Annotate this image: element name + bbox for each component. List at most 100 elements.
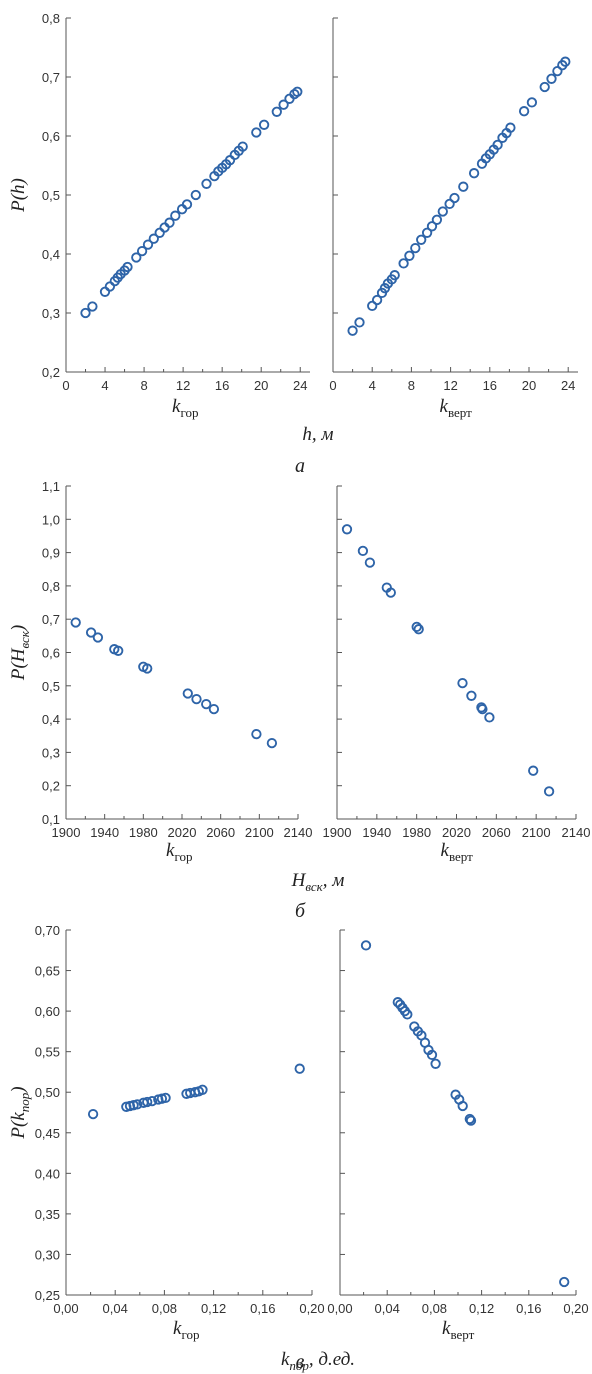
x-axis-label: kпор, д.ед.: [281, 1349, 355, 1373]
x-tick-label: 8: [408, 378, 415, 393]
data-point: [477, 703, 488, 715]
data-point: [528, 765, 539, 776]
x-tick-label: 1900: [323, 825, 352, 840]
x-subplot-label: kгор: [172, 396, 198, 420]
data-point: [410, 242, 421, 254]
data-point: [142, 663, 153, 674]
data-point: [201, 178, 212, 189]
data-point: [518, 106, 530, 117]
x-tick-label: 2100: [522, 825, 551, 840]
y-tick-label: 1,1: [42, 479, 60, 494]
y-tick-label: 0,50: [35, 1085, 60, 1100]
data-point: [148, 233, 159, 244]
data-point: [92, 632, 104, 643]
y-tick-label: 1,0: [42, 512, 60, 527]
x-tick-label: 0,20: [299, 1301, 324, 1316]
x-subplot-label-main: k: [166, 840, 175, 861]
data-point: [154, 227, 165, 238]
data-point: [426, 1049, 438, 1061]
panel-b: 0,1 0,2 0,3 0,4 0,5 0,6 0,7 0,8 0,9 1,0 1,1 1900 194…: [8, 479, 590, 922]
x-tick-label: 1980: [402, 825, 431, 840]
data-point: [70, 617, 81, 628]
y-axis-label-close: ): [8, 1086, 29, 1093]
data-point: [164, 217, 175, 228]
data-point: [104, 281, 116, 292]
data-point: [465, 1115, 477, 1126]
data-point: [360, 940, 372, 951]
y-axis-label-main: P(h): [8, 178, 29, 213]
data-point: [539, 81, 550, 93]
data-point: [176, 204, 188, 215]
x-tick-label: 2060: [206, 825, 235, 840]
data-point: [237, 141, 248, 152]
data-point: [191, 693, 202, 705]
data-point: [398, 258, 409, 269]
data-point: [160, 1092, 171, 1104]
x-axis-label: h, м: [302, 424, 333, 445]
data-point: [546, 73, 557, 84]
y-axis-label: P(kпор): [8, 1086, 32, 1139]
y-tick-label: 0,1: [42, 812, 60, 827]
data-point: [457, 1100, 468, 1112]
y-tick-label: 0,70: [35, 923, 60, 938]
data-point: [411, 621, 422, 633]
x-tick-label: 1900: [52, 825, 81, 840]
x-tick-label: 0: [62, 378, 69, 393]
y-tick-label: 0,55: [35, 1045, 60, 1060]
data-point: [131, 252, 142, 263]
data-point: [197, 1084, 208, 1095]
data-point: [484, 712, 495, 723]
data-point: [201, 698, 212, 710]
y-axis-label: P(Hвск): [8, 625, 32, 681]
data-point: [466, 690, 477, 701]
y-axis-label-main: P(k: [8, 1112, 29, 1140]
y-tick-label: 0,7: [42, 612, 60, 627]
y-tick-label: 0,8: [42, 11, 60, 26]
subplot-c-left: 0,25 0,30 0,35 0,40 0,45 0,50 0,55 0,60 0,65 0,70…: [35, 923, 325, 1342]
data-point: [543, 786, 555, 797]
x-axis-label-main: H: [291, 870, 307, 891]
x-axis-label: Hвск, м: [291, 870, 345, 894]
data-point: [87, 301, 98, 312]
data-point: [552, 65, 563, 77]
x-tick-label: 0,00: [53, 1301, 78, 1316]
subplot-b-left: 0,1 0,2 0,3 0,4 0,5 0,6 0,7 0,8 0,9 1,0 1,1 1900 194…: [42, 479, 313, 864]
x-subplot-label-sub: верт: [448, 405, 472, 420]
x-tick-label: 20: [254, 378, 268, 393]
x-tick-label: 2060: [482, 825, 511, 840]
x-tick-label: 0,08: [422, 1301, 447, 1316]
x-tick-label: 0,16: [516, 1301, 541, 1316]
data-point: [294, 1063, 305, 1074]
data-point: [431, 214, 443, 225]
data-point: [468, 168, 480, 179]
x-axis-label-sub: вск: [305, 879, 323, 894]
data-point: [367, 300, 378, 312]
x-tick-label: 0,20: [563, 1301, 588, 1316]
y-tick-label: 0,30: [35, 1247, 60, 1262]
data-point: [271, 106, 282, 117]
y-axis-label-sub: вск: [17, 630, 32, 648]
y-tick-label: 0,5: [42, 188, 60, 203]
data-point: [251, 127, 262, 138]
data-point: [278, 99, 289, 110]
x-axis-label-unit: , д.ед.: [309, 1349, 355, 1370]
x-subplot-label: kгор: [166, 840, 192, 864]
x-tick-label: 0,12: [469, 1301, 494, 1316]
y-tick-label: 0,2: [42, 365, 60, 380]
data-point: [437, 206, 448, 217]
y-axis-label: P(h): [8, 178, 29, 213]
data-point: [87, 1108, 99, 1120]
data-point: [505, 122, 516, 133]
y-tick-label: 0,4: [42, 247, 60, 262]
data-point: [99, 286, 111, 297]
x-tick-label: 2140: [562, 825, 591, 840]
subplot-a-left: 0,2 0,3 0,4 0,5 0,6 0,7 0,8 0 4 8 12 16 20 24 kгор: [42, 11, 310, 420]
x-subplot-label-sub: верт: [450, 1327, 474, 1342]
x-tick-label: 1980: [129, 825, 158, 840]
y-tick-label: 0,65: [35, 964, 60, 979]
x-subplot-label-main: k: [173, 1318, 182, 1339]
x-subplot-label-main: k: [172, 396, 181, 417]
y-tick-label: 0,25: [35, 1288, 60, 1303]
y-tick-label: 0,45: [35, 1126, 60, 1141]
data-point: [136, 245, 148, 257]
